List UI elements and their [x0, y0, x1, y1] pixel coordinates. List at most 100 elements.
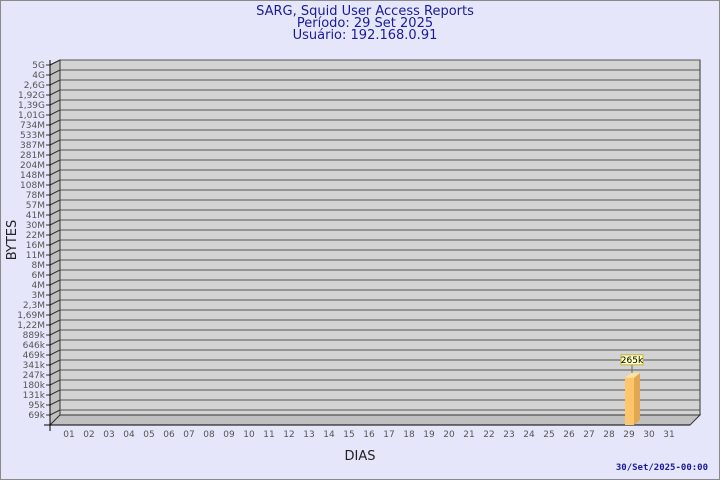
x-tick-label: 07	[183, 430, 194, 440]
chart-period: Período: 29 Set 2025	[297, 16, 433, 31]
x-tick-label: 26	[563, 430, 575, 440]
y-tick-diagonal	[49, 69, 61, 76]
x-tick-label: 21	[463, 430, 474, 440]
y-tick-diagonal	[49, 199, 61, 206]
y-tick-diagonal	[49, 359, 61, 366]
y-tick-label: 78M	[26, 191, 45, 201]
x-tick-label: 06	[163, 430, 175, 440]
y-tick-diagonal	[49, 119, 61, 126]
x-tick-label: 16	[363, 430, 375, 440]
x-tick-label: 15	[343, 430, 354, 440]
y-tick-diagonal	[49, 149, 61, 156]
y-tick-label: 1,22M	[17, 321, 45, 331]
y-tick-diagonal	[49, 139, 61, 146]
y-tick-diagonal	[49, 399, 61, 406]
bar-top	[625, 372, 640, 378]
y-tick-diagonal	[49, 169, 61, 176]
x-tick-label: 08	[203, 430, 215, 440]
y-tick-label: 247k	[23, 371, 46, 381]
x-axis-label: DIAS	[345, 449, 376, 464]
y-tick-diagonal	[49, 389, 61, 396]
bar-side	[634, 372, 640, 425]
y-tick-label: 180k	[23, 381, 46, 391]
x-tick-label: 23	[503, 430, 514, 440]
y-tick-label: 4G	[32, 71, 45, 81]
y-tick-diagonal	[49, 159, 61, 166]
y-tick-diagonal	[49, 319, 61, 326]
x-tick-label: 03	[103, 430, 114, 440]
x-tick-label: 14	[323, 430, 335, 440]
y-tick-diagonal	[49, 409, 61, 416]
y-tick-diagonal	[49, 219, 61, 226]
y-tick-label: 1,01G	[18, 111, 45, 121]
y-tick-diagonal	[49, 229, 61, 236]
y-tick-label: 131k	[23, 391, 46, 401]
y-tick-diagonal	[49, 249, 61, 256]
y-tick-label: 11M	[26, 251, 45, 261]
x-tick-label: 04	[123, 430, 135, 440]
x-tick-label: 28	[603, 430, 615, 440]
x-tick-label: 05	[143, 430, 154, 440]
x-tick-label: 13	[303, 430, 314, 440]
x-tick-label: 11	[263, 430, 274, 440]
x-tick-label: 02	[83, 430, 94, 440]
x-tick-label: 24	[523, 430, 535, 440]
y-tick-diagonal	[49, 289, 61, 296]
data-label-box	[620, 354, 644, 366]
y-tick-diagonal	[49, 129, 61, 136]
y-tick-label: 1,39G	[18, 101, 45, 111]
y-tick-diagonal	[49, 189, 61, 196]
y-tick-diagonal	[49, 279, 61, 286]
y-tick-diagonal	[49, 329, 61, 336]
y-tick-diagonal	[49, 109, 61, 116]
y-tick-diagonal	[49, 379, 61, 386]
chart-user: Usuário: 192.168.0.91	[293, 28, 438, 43]
x-tick-label: 27	[583, 430, 594, 440]
y-tick-label: 16M	[26, 241, 45, 251]
y-tick-diagonal	[49, 79, 61, 86]
y-tick-diagonal	[49, 99, 61, 106]
y-axis-label: BYTES	[5, 220, 20, 261]
report-timestamp: 30/Set/2025-00:00	[616, 463, 708, 473]
y-tick-diagonal	[49, 89, 61, 96]
y-tick-diagonal	[49, 309, 61, 316]
y-tick-label: 734M	[20, 121, 45, 131]
y-tick-label: 341k	[23, 361, 46, 371]
y-tick-diagonal	[49, 239, 61, 246]
x-tick-label: 20	[443, 430, 455, 440]
y-tick-diagonal	[49, 369, 61, 376]
y-tick-label: 69k	[28, 411, 45, 421]
x-tick-label: 30	[643, 430, 655, 440]
y-tick-label: 148M	[20, 171, 45, 181]
y-tick-diagonal	[49, 339, 61, 346]
x-tick-label: 31	[663, 430, 674, 440]
floor	[48, 414, 702, 426]
y-tick-label: 387M	[20, 141, 45, 151]
y-tick-diagonal	[49, 269, 61, 276]
y-tick-label: 30M	[26, 221, 45, 231]
y-tick-label: 281M	[20, 151, 45, 161]
y-tick-diagonal	[49, 179, 61, 186]
y-tick-label: 1,92G	[18, 91, 45, 101]
y-tick-diagonal	[49, 259, 61, 266]
y-tick-label: 5G	[32, 61, 45, 71]
y-tick-label: 6M	[32, 271, 46, 281]
x-tick-label: 19	[423, 430, 435, 440]
y-tick-label: 1,69M	[17, 311, 45, 321]
chart-title: SARG, Squid User Access Reports	[256, 4, 474, 19]
x-tick-label: 01	[63, 430, 74, 440]
y-tick-label: 41M	[26, 211, 45, 221]
y-tick-label: 2,6G	[24, 81, 45, 91]
y-tick-label: 533M	[20, 131, 45, 141]
back-wall	[59, 59, 701, 416]
x-tick-label: 29	[623, 430, 635, 440]
y-tick-label: 204M	[20, 161, 45, 171]
x-tick-label: 25	[543, 430, 554, 440]
y-tick-label: 889k	[23, 331, 46, 341]
x-tick-label: 12	[283, 430, 294, 440]
y-tick-diagonal	[49, 209, 61, 216]
y-tick-label: 108M	[20, 181, 45, 191]
y-tick-label: 2,3M	[23, 301, 45, 311]
y-tick-label: 4M	[32, 281, 46, 291]
